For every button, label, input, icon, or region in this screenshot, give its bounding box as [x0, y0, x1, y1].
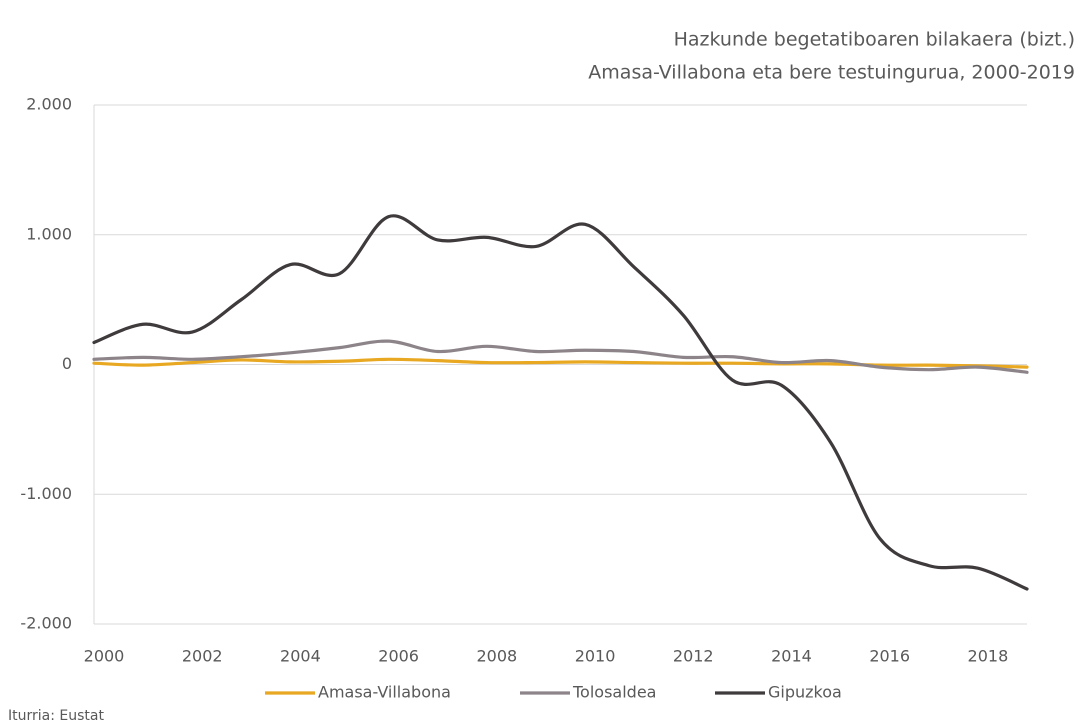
x-tick-label: 2004 — [280, 647, 321, 666]
legend-label: Amasa-Villabona — [318, 683, 451, 702]
legend-label: Gipuzkoa — [768, 683, 842, 702]
x-tick-label: 2018 — [968, 647, 1009, 666]
y-tick-label: 0 — [62, 354, 72, 373]
x-tick-label: 2012 — [673, 647, 714, 666]
x-tick-label: 2010 — [575, 647, 616, 666]
chart-subtitle: Amasa-Villabona eta bere testuingurua, 2… — [588, 62, 1075, 84]
source: Iturria: Eustat — [8, 708, 104, 724]
y-tick-label: -2.000 — [20, 614, 72, 633]
y-tick-label: 2.000 — [26, 95, 72, 114]
series-line — [92, 214, 1029, 591]
series-line — [92, 357, 1029, 369]
x-tick-label: 2008 — [476, 647, 517, 666]
x-tick-label: 2002 — [182, 647, 223, 666]
y-tick-label: -1.000 — [20, 484, 72, 503]
legend-label: Tolosaldea — [572, 683, 656, 702]
x-tick-label: 2014 — [771, 647, 812, 666]
x-tick-label: 2016 — [869, 647, 910, 666]
chart-title: Hazkunde begetatiboaren bilakaera (bizt.… — [674, 29, 1075, 51]
series-line — [92, 339, 1029, 374]
x-tick-label: 2006 — [378, 647, 419, 666]
y-tick-label: 1.000 — [26, 224, 72, 243]
x-tick-label: 2000 — [84, 647, 125, 666]
